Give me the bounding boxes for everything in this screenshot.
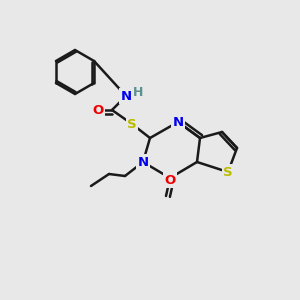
- Text: N: N: [120, 89, 132, 103]
- Text: O: O: [164, 173, 175, 187]
- Text: N: N: [137, 155, 148, 169]
- Text: S: S: [223, 166, 233, 178]
- Text: S: S: [127, 118, 137, 130]
- Text: H: H: [133, 85, 143, 98]
- Text: N: N: [172, 116, 184, 128]
- Text: O: O: [92, 103, 104, 116]
